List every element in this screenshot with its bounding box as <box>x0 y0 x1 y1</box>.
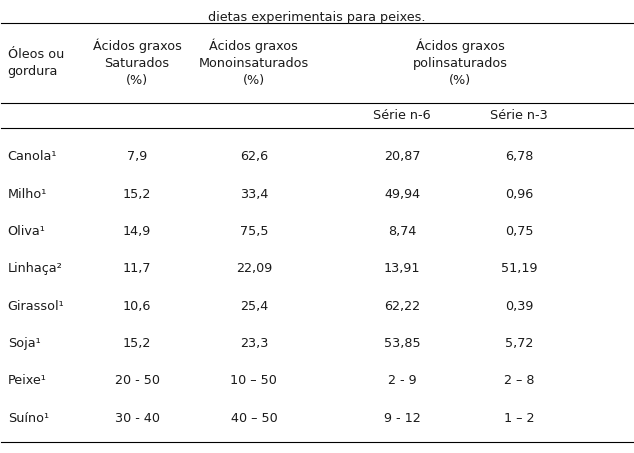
Text: 20,87: 20,87 <box>384 150 420 163</box>
Text: Linhaça²: Linhaça² <box>8 262 63 275</box>
Text: 8,74: 8,74 <box>388 225 417 238</box>
Text: 0,96: 0,96 <box>505 188 533 201</box>
Text: 1 – 2: 1 – 2 <box>504 412 534 425</box>
Text: 33,4: 33,4 <box>240 188 268 201</box>
Text: Série n-3: Série n-3 <box>490 109 548 122</box>
Text: 2 - 9: 2 - 9 <box>388 375 417 387</box>
Text: 11,7: 11,7 <box>123 262 152 275</box>
Text: 0,75: 0,75 <box>505 225 533 238</box>
Text: 14,9: 14,9 <box>123 225 152 238</box>
Text: 10 – 50: 10 – 50 <box>230 375 277 387</box>
Text: 40 – 50: 40 – 50 <box>231 412 277 425</box>
Text: 10,6: 10,6 <box>123 300 152 313</box>
Text: 20 - 50: 20 - 50 <box>115 375 160 387</box>
Text: 75,5: 75,5 <box>240 225 268 238</box>
Text: Ácidos graxos
Monoinsaturados
(%): Ácidos graxos Monoinsaturados (%) <box>198 39 309 87</box>
Text: Peixe¹: Peixe¹ <box>8 375 46 387</box>
Text: 62,6: 62,6 <box>240 150 268 163</box>
Text: 53,85: 53,85 <box>384 337 420 350</box>
Text: 15,2: 15,2 <box>123 188 152 201</box>
Text: 9 - 12: 9 - 12 <box>384 412 420 425</box>
Text: Suíno¹: Suíno¹ <box>8 412 49 425</box>
Text: 0,39: 0,39 <box>505 300 533 313</box>
Text: Canola¹: Canola¹ <box>8 150 57 163</box>
Text: Milho¹: Milho¹ <box>8 188 47 201</box>
Text: 2 – 8: 2 – 8 <box>504 375 534 387</box>
Text: 13,91: 13,91 <box>384 262 420 275</box>
Text: 25,4: 25,4 <box>240 300 268 313</box>
Text: Soja¹: Soja¹ <box>8 337 41 350</box>
Text: Óleos ou
gordura: Óleos ou gordura <box>8 48 64 78</box>
Text: 7,9: 7,9 <box>127 150 147 163</box>
Text: 15,2: 15,2 <box>123 337 152 350</box>
Text: 23,3: 23,3 <box>240 337 268 350</box>
Text: Girassol¹: Girassol¹ <box>8 300 65 313</box>
Text: dietas experimentais para peixes.: dietas experimentais para peixes. <box>208 11 426 24</box>
Text: 30 - 40: 30 - 40 <box>115 412 160 425</box>
Text: 49,94: 49,94 <box>384 188 420 201</box>
Text: 22,09: 22,09 <box>236 262 272 275</box>
Text: 62,22: 62,22 <box>384 300 420 313</box>
Text: Ácidos graxos
Saturados
(%): Ácidos graxos Saturados (%) <box>93 39 181 87</box>
Text: Série n-6: Série n-6 <box>373 109 431 122</box>
Text: 51,19: 51,19 <box>501 262 537 275</box>
Text: 5,72: 5,72 <box>505 337 533 350</box>
Text: Ácidos graxos
polinsaturados
(%): Ácidos graxos polinsaturados (%) <box>413 39 508 87</box>
Text: Oliva¹: Oliva¹ <box>8 225 46 238</box>
Text: 6,78: 6,78 <box>505 150 533 163</box>
